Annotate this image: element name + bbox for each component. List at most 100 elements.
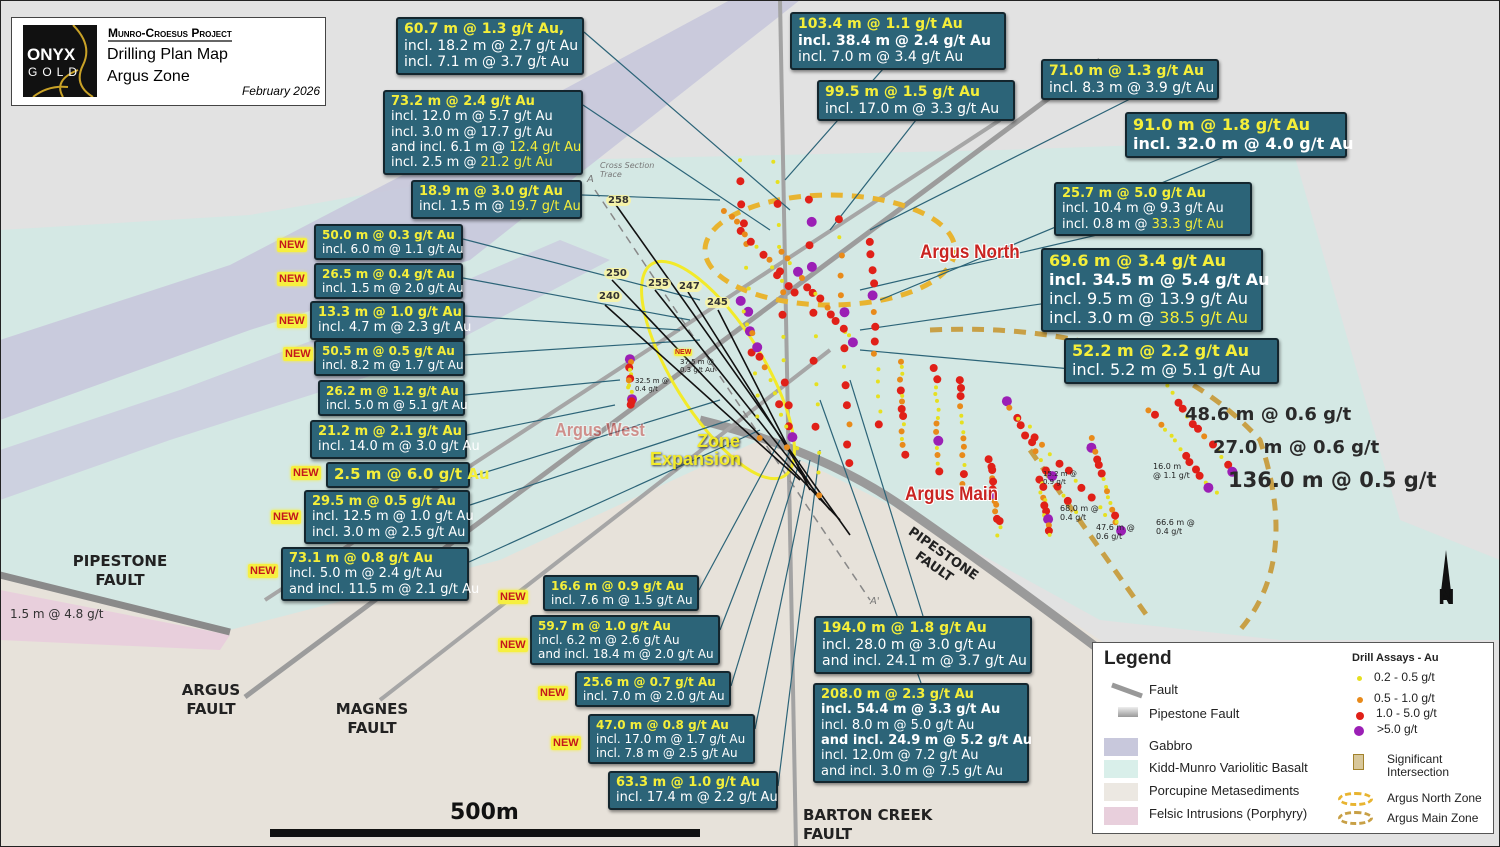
callout-text: incl. 6.2 m @ 2.6 g/t Au [538, 633, 680, 648]
assay-dot [870, 337, 879, 346]
new-badge: NEW [271, 510, 301, 524]
callout-line: 60.7 m @ 1.3 g/t Au, [404, 21, 576, 38]
callout-text: and incl. 24.9 m @ 5.2 g/t Au [821, 732, 1033, 748]
assay-dot [868, 266, 877, 275]
assay-dot [1108, 501, 1113, 505]
leader-line [777, 449, 821, 787]
assay-dot [817, 450, 822, 455]
legend-felsic: Felsic Intrusions (Porphyry) [1149, 806, 1308, 821]
callout-text: incl. 34.5 m @ 5.4 g/t Au [1049, 269, 1270, 289]
assay-dot [870, 279, 879, 288]
callout-line: incl. 54.4 m @ 3.3 g/t Au [821, 702, 1021, 717]
callout-text: 71.0 m @ 1.3 g/t Au [1049, 63, 1204, 79]
assay-dot [1201, 433, 1208, 440]
assay-dot [1182, 451, 1191, 460]
callout-line: 25.7 m @ 5.0 g/t Au [1062, 186, 1244, 201]
felsic-swatch [1104, 807, 1138, 825]
assay-dot [933, 392, 938, 396]
assay-dot [1016, 416, 1021, 421]
assay-dot [806, 261, 817, 272]
callout-line: incl. 17.0 m @ 3.3 g/t Au [825, 101, 1007, 118]
callout-line: 21.2 m @ 2.1 g/t Au [318, 424, 462, 439]
callout-line: incl. 8.2 m @ 1.7 g/t Au [322, 358, 464, 372]
callout-text: incl. 9.5 m @ 13.9 g/t Au [1049, 288, 1248, 308]
pipestone-fault-left [0, 571, 231, 636]
assay-dot [804, 195, 813, 204]
assay-dot [960, 443, 967, 450]
legend-fault: Fault [1149, 682, 1178, 697]
assay-dot [1151, 410, 1159, 419]
assay-dot [933, 420, 940, 427]
assay-dot [809, 308, 818, 317]
assay-dot [737, 200, 746, 209]
callout-line: 2.5 m @ 6.0 g/t Au [334, 465, 490, 484]
callout-text: 50.5 m @ 0.5 g/t Au [322, 344, 455, 358]
section-a-prime-label: A' [870, 596, 880, 607]
onyx-gold-logo: ONYX GOLD [23, 25, 97, 97]
assay-dot [933, 428, 940, 435]
assay-dot [870, 350, 877, 357]
callout-text: incl. 8.2 m @ 1.7 g/t Au [322, 358, 464, 373]
assay-dot [1043, 498, 1048, 503]
callout-line: 103.4 m @ 1.1 g/t Au [798, 16, 998, 33]
callout-line: 18.9 m @ 3.0 g/t Au [419, 184, 574, 199]
basalt-swatch [1104, 760, 1138, 778]
assay-dot [770, 265, 775, 270]
callout-line: 208.0 m @ 2.3 g/t Au [821, 687, 1021, 702]
callout-line: incl. 12.5 m @ 1.0 g/t Au [312, 509, 474, 524]
argus-main-label: Argus Main [905, 484, 999, 505]
leader-line [464, 379, 621, 396]
assay-dot [746, 286, 751, 291]
assay-dot [809, 356, 818, 365]
assay-callout: 21.2 m @ 2.1 g/t Au incl. 14.0 m @ 3.0 g/… [310, 420, 480, 459]
legend-assay-2: 0.5 - 1.0 g/t [1374, 691, 1435, 705]
assay-dot [989, 477, 998, 486]
callout-text: incl. 5.0 m @ 2.4 g/t Au [289, 566, 443, 582]
assay-dot [1045, 522, 1052, 529]
assay-dot [929, 364, 938, 372]
callout-text: incl. 38.4 m @ 2.4 g/t Au [798, 32, 991, 49]
assay-dot [826, 310, 835, 319]
assay-dot [1074, 510, 1079, 514]
leader-line [869, 98, 1131, 231]
callout-line: 63.3 m @ 1.0 g/t Au [616, 775, 770, 790]
intercept-label: 37.5 m @ 0.3 g/t Au [680, 358, 715, 374]
assay-dot [777, 244, 782, 249]
assay-dot [1077, 483, 1086, 492]
drill-trace [611, 279, 841, 521]
callout-text: 26.5 m @ 0.4 g/t Au [322, 267, 455, 281]
zone-title: Argus Zone [107, 68, 190, 85]
assay-callout: 13.3 m @ 1.0 g/t Au incl. 4.7 m @ 2.3 g/t… [310, 301, 471, 340]
assay-dot [1216, 448, 1221, 453]
assay-dot [755, 352, 764, 361]
cross-section-label: Cross Section Trace [600, 161, 655, 179]
legend-assay-4: >5.0 g/t [1377, 722, 1418, 736]
callout-text: incl. 7.6 m @ 1.5 g/t Au [551, 593, 693, 608]
leader-line [754, 459, 811, 730]
assay-dot [754, 244, 759, 249]
assay-dot [865, 237, 874, 246]
callout-highlight: 19.7 g/t Au [508, 199, 581, 215]
metasediments-swatch [1104, 783, 1138, 801]
callout-text: incl. 10.4 m @ 9.3 g/t Au [1062, 201, 1224, 217]
assay-dot [870, 309, 877, 315]
logo-text: GOLD [28, 65, 83, 79]
callout-text: 194.0 m @ 1.8 g/t Au [822, 620, 987, 636]
callout-line: 16.6 m @ 0.9 g/t Au [551, 579, 691, 593]
assay-high-dot [1356, 712, 1364, 720]
callout-text: incl. 7.0 m @ 3.4 g/t Au [798, 49, 964, 66]
assay-dot [1047, 471, 1058, 482]
callout-text: 16.6 m @ 0.9 g/t Au [551, 579, 684, 593]
argus-main-zone-swatch [1338, 811, 1373, 825]
new-badge: NEW [551, 736, 581, 750]
assay-dot [744, 265, 749, 270]
callout-line: 69.6 m @ 3.4 g/t Au [1049, 251, 1255, 271]
north-arrow-icon [1440, 550, 1452, 600]
assay-callout: 99.5 m @ 1.5 g/t Au incl. 17.0 m @ 3.3 g/… [817, 80, 1015, 122]
assay-dot [1209, 440, 1217, 449]
legend-main-zone: Argus Main Zone [1387, 811, 1479, 825]
new-badge: NEW [538, 686, 568, 700]
callout-text: incl. 18.2 m @ 2.7 g/t Au [404, 37, 579, 54]
new-badge: NEW [291, 466, 321, 480]
assay-dot [1185, 458, 1194, 467]
